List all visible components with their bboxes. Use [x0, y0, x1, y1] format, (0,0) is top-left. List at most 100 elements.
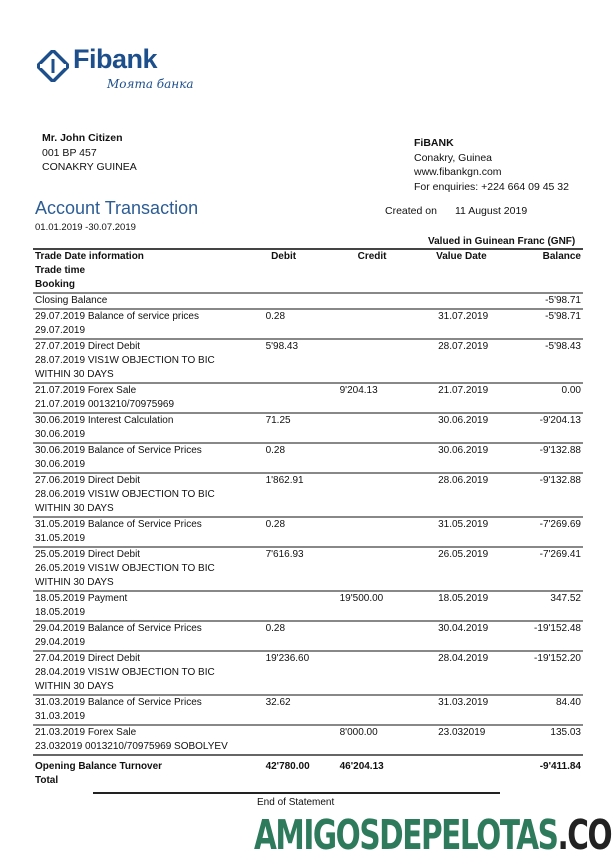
cell-info: 21.07.2019 Forex Sale 21.07.2019 0013210/…	[33, 383, 263, 413]
cell-debit: 0.28	[262, 621, 338, 651]
cell-debit	[262, 591, 338, 621]
cell-debit: 1'862.91	[262, 473, 338, 517]
cell-credit	[338, 695, 436, 725]
cell-credit	[338, 517, 436, 547]
info-line: 27.07.2019 Direct Debit	[35, 341, 141, 352]
bank-website: www.fibankgn.com	[414, 166, 502, 178]
fibank-logo: Fibank Моята банка	[34, 44, 194, 91]
info-line: 31.03.2019	[35, 711, 86, 722]
cell-debit: 71.25	[262, 413, 338, 443]
cell-value-date: 26.05.2019	[438, 549, 489, 560]
cell-credit	[338, 339, 436, 383]
currency-note: Valued in Guinean Franc (GNF)	[428, 236, 576, 247]
cell-credit: 19'500.00	[339, 593, 384, 604]
cell-info: 18.05.2019 Payment 18.05.2019	[33, 591, 263, 621]
cell-balance: 135.03	[550, 727, 581, 738]
info-line: 30.06.2019	[35, 459, 86, 470]
info-line: WITHIN 30 DAYS	[35, 503, 114, 514]
cell-balance: -7'269.41	[539, 549, 581, 560]
info-line: 18.05.2019	[35, 607, 86, 618]
info-line: 29.07.2019 Balance of service prices	[35, 311, 199, 322]
cell-credit	[338, 473, 436, 517]
table-row: 30.06.2019 Interest Calculation 30.06.201…	[33, 413, 583, 443]
header-info-line: Trade Date information	[35, 251, 144, 262]
total-balance: -9'411.84	[539, 761, 581, 772]
header-debit: Debit	[271, 251, 297, 262]
cell-value-date: 23.032019	[438, 727, 486, 738]
cell-info: 25.05.2019 Direct Debit 26.05.2019 VIS1W …	[33, 547, 263, 591]
watermark-suffix: .COM	[557, 811, 613, 859]
cell-balance: 0.00	[561, 385, 581, 396]
cell-info: 29.04.2019 Balance of Service Prices 29.0…	[33, 621, 263, 651]
customer-name: Mr. John Citizen	[42, 132, 123, 144]
cell-debit: 7'616.93	[262, 547, 338, 591]
info-line: 28.04.2019 VIS1W OBJECTION TO BIC	[35, 667, 215, 678]
cell-balance: -5'98.43	[545, 341, 581, 352]
cell-balance: -5'98.71	[545, 311, 581, 322]
table-row: 27.06.2019 Direct Debit 28.06.2019 VIS1W …	[33, 473, 583, 517]
cell-info: 27.07.2019 Direct Debit 28.07.2019 VIS1W …	[33, 339, 263, 383]
info-line: 26.05.2019 VIS1W OBJECTION TO BIC	[35, 563, 215, 574]
info-line: 29.04.2019 Balance of Service Prices	[35, 623, 202, 634]
info-line: 29.07.2019	[35, 325, 86, 336]
cell-value-date: 28.04.2019	[438, 653, 489, 664]
table-row: Closing Balance -5'98.71	[33, 293, 583, 309]
cell-value-date	[436, 293, 509, 309]
table-row: 18.05.2019 Payment 18.05.2019 19'500.00 18.…	[33, 591, 583, 621]
cell-info: 29.07.2019 Balance of service prices 29.0…	[33, 309, 263, 339]
statement-period: 01.01.2019 -30.07.2019	[35, 222, 136, 233]
cell-balance: -5'98.71	[545, 295, 581, 306]
end-of-statement: End of Statement	[257, 797, 335, 808]
cell-value-date: 28.07.2019	[438, 341, 489, 352]
cell-info: 31.03.2019 Balance of Service Prices 31.0…	[33, 695, 263, 725]
cell-balance: -9'132.88	[539, 445, 581, 456]
info-line: WITHIN 30 DAYS	[35, 369, 114, 380]
cell-balance: -19'152.20	[534, 653, 581, 664]
info-line: 30.06.2019 Balance of Service Prices	[35, 445, 202, 456]
info-line: 31.05.2019	[35, 533, 86, 544]
bank-name: FiBANK	[414, 137, 454, 149]
cell-info: 21.03.2019 Forex Sale 23.032019 0013210/7…	[33, 725, 263, 755]
total-label-line: Opening Balance Turnover	[35, 761, 163, 772]
total-label-line: Total	[35, 775, 59, 786]
watermark-main: AMIGOSDEPELOTAS	[254, 811, 559, 859]
cell-value-date: 30.06.2019	[438, 445, 489, 456]
cell-credit: 8'000.00	[339, 727, 378, 738]
cell-credit	[338, 621, 436, 651]
created-on: Created on 11 August 2019	[385, 205, 545, 218]
cell-credit	[338, 309, 436, 339]
header-value-date: Value Date	[436, 251, 487, 262]
cell-value-date: 18.05.2019	[438, 593, 489, 604]
info-line: 23.032019 0013210/70975969 SOBOLYEV	[35, 741, 228, 752]
table-row: 30.06.2019 Balance of Service Prices 30.0…	[33, 443, 583, 473]
logo-name: Fibank	[73, 44, 158, 74]
page-title: Account Transaction	[35, 198, 199, 218]
watermark: AMIGOSDEPELOTAS.COM	[254, 812, 613, 858]
table-row: 21.03.2019 Forex Sale 23.032019 0013210/7…	[33, 725, 583, 755]
info-line: WITHIN 30 DAYS	[35, 577, 114, 588]
cell-info: 30.06.2019 Balance of Service Prices 30.0…	[33, 443, 263, 473]
bank-address: FiBANK Conakry, Guinea www.fibankgn.com …	[414, 136, 569, 194]
logo-tagline: Моята банка	[107, 77, 194, 91]
header-info-line: Booking	[35, 279, 75, 290]
cell-value-date: 21.07.2019	[438, 385, 489, 396]
cell-debit: 5'98.43	[262, 339, 338, 383]
table-row: 29.07.2019 Balance of service prices 29.0…	[33, 309, 583, 339]
cell-credit	[338, 547, 436, 591]
cell-credit	[338, 413, 436, 443]
info-line: 25.05.2019 Direct Debit	[35, 549, 141, 560]
cell-balance: -7'269.69	[539, 519, 581, 530]
total-debit: 42'780.00	[262, 755, 338, 788]
cell-debit: 0.28	[262, 309, 338, 339]
cell-balance: -9'132.88	[539, 475, 581, 486]
cell-value-date: 31.07.2019	[438, 311, 489, 322]
info-line: 31.03.2019 Balance of Service Prices	[35, 697, 202, 708]
cell-debit	[262, 293, 338, 309]
info-line: 29.04.2019	[35, 637, 86, 648]
cell-debit	[262, 383, 338, 413]
info-line: 28.07.2019 VIS1W OBJECTION TO BIC	[35, 355, 215, 366]
header-balance: Balance	[542, 251, 581, 262]
cell-balance: 84.40	[555, 697, 581, 708]
customer-line1: 001 BP 457	[42, 146, 97, 159]
cell-credit	[338, 443, 436, 473]
